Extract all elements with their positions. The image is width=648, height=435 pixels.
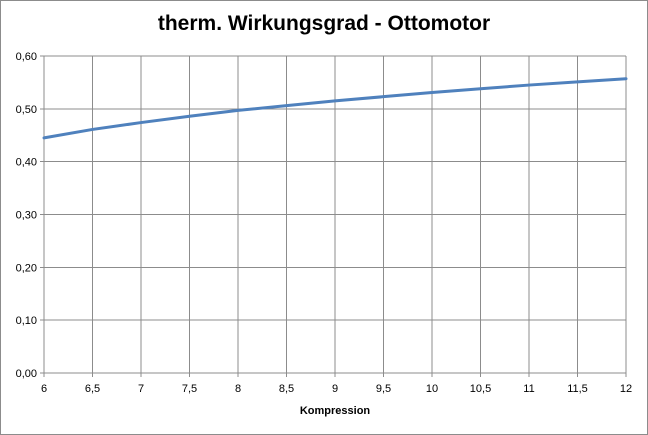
x-tick-label: 10,5	[470, 383, 491, 395]
x-tick-label: 11	[523, 383, 534, 395]
y-tick-label: 0,20	[16, 262, 37, 274]
y-axis-ticks: 0,00 0,10 0,20 0,30 0,40 0,50 0,60	[16, 51, 37, 380]
x-axis-label: Kompression	[300, 405, 371, 417]
x-tick-label: 8,5	[279, 383, 294, 395]
x-tick-label: 11,5	[567, 383, 588, 395]
chart-title: therm. Wirkungsgrad - Ottomotor	[157, 12, 491, 35]
y-tick-label: 0,30	[16, 210, 37, 222]
gridlines	[40, 55, 627, 377]
x-tick-label: 12	[620, 383, 632, 395]
y-tick-label: 0,40	[16, 157, 37, 169]
series-layer	[42, 77, 628, 140]
series-line	[42, 77, 628, 140]
x-axis-ticks: 6 6,5 7 7,5 8 8,5 9 9,5 10 10,5 11 11,5 12	[41, 383, 632, 395]
x-tick-label: 6	[41, 383, 47, 395]
x-tick-label: 6,5	[85, 383, 100, 395]
x-tick-label: 7,5	[182, 383, 197, 395]
y-tick-label: 0,60	[16, 51, 37, 63]
y-tick-label: 0,00	[16, 368, 37, 380]
x-tick-label: 9	[332, 383, 338, 395]
y-tick-label: 0,10	[16, 315, 37, 327]
x-tick-label: 8	[235, 383, 241, 395]
x-tick-label: 7	[138, 383, 144, 395]
x-tick-label: 10	[426, 383, 438, 395]
y-tick-label: 0,50	[16, 104, 37, 116]
x-tick-label: 9,5	[376, 383, 391, 395]
